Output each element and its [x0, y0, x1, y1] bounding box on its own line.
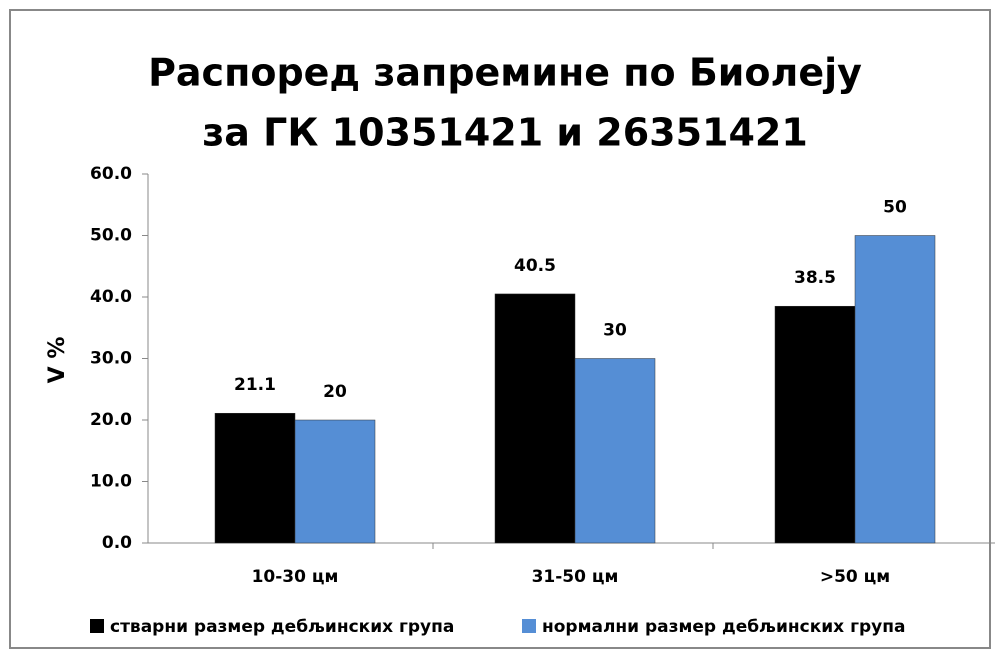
x-tick-label: 31-50 цм [532, 567, 619, 587]
y-tick-label: 30.0 [90, 349, 132, 369]
y-tick-label: 0.0 [102, 533, 132, 553]
legend-swatch [90, 619, 104, 633]
y-tick-label: 60.0 [90, 164, 132, 184]
bar [214, 412, 296, 544]
y-tick-label: 20.0 [90, 410, 132, 430]
bar [774, 305, 856, 544]
y-tick-label: 50.0 [90, 226, 132, 246]
y-tick-label: 40.0 [90, 287, 132, 307]
chart-subtitle: за ГК 10351421 и 26351421 [202, 111, 808, 155]
bar [494, 293, 576, 544]
legend-label: стварни размер дебљинских група [110, 617, 454, 637]
chart-title: Распоред запремине по Биолеју [148, 51, 862, 95]
data-label: 21.1 [234, 375, 276, 395]
legend-swatch [522, 619, 536, 633]
data-label: 20 [323, 382, 347, 402]
bar [294, 419, 376, 544]
data-label: 50 [883, 198, 907, 218]
legend-label: нормални размер дебљинских група [542, 617, 905, 637]
data-label: 38.5 [794, 268, 836, 288]
x-tick-label: >50 цм [820, 567, 890, 587]
data-label: 40.5 [514, 256, 556, 276]
y-tick-label: 10.0 [90, 472, 132, 492]
bar [574, 358, 656, 544]
data-label: 30 [603, 321, 627, 341]
bar [854, 235, 936, 544]
x-tick-label: 10-30 цм [252, 567, 339, 587]
y-axis-label: V % [45, 337, 70, 384]
